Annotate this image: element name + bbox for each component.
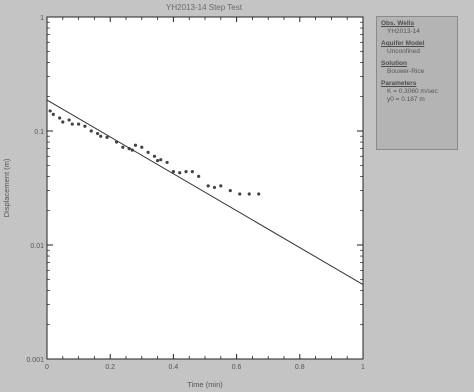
legend-line: Bouwer-Rice bbox=[387, 68, 425, 75]
legend-box: Obs. Wells YH2013-14 Aquifer Model Unconfin… bbox=[376, 16, 458, 150]
data-point bbox=[219, 184, 223, 188]
x-tick-label: 1 bbox=[361, 364, 365, 371]
x-tick-label: 0 bbox=[45, 364, 49, 371]
data-point bbox=[197, 174, 201, 178]
data-point bbox=[61, 120, 65, 124]
y-tick-label: 0.001 bbox=[26, 357, 44, 364]
data-point bbox=[165, 160, 169, 165]
data-point bbox=[171, 170, 175, 174]
legend-spacer bbox=[381, 104, 453, 108]
legend-heading: Solution bbox=[381, 60, 407, 67]
data-point bbox=[51, 112, 55, 116]
data-point bbox=[70, 122, 74, 126]
y-tick-label: 0.01 bbox=[30, 243, 44, 250]
x-axis-label: Time (min) bbox=[187, 380, 223, 389]
data-point bbox=[77, 122, 81, 126]
data-point bbox=[228, 189, 232, 193]
data-point bbox=[247, 192, 251, 196]
legend-heading: Parameters bbox=[381, 80, 417, 87]
x-tick-label: 0.2 bbox=[105, 364, 115, 371]
data-point bbox=[146, 150, 150, 154]
fit-line bbox=[46, 99, 364, 285]
data-point bbox=[83, 124, 87, 128]
data-point bbox=[206, 184, 210, 188]
data-point bbox=[152, 154, 157, 158]
x-tick-label: 0.6 bbox=[232, 364, 242, 371]
data-point bbox=[140, 145, 144, 149]
data-point bbox=[89, 129, 93, 133]
x-tick-label: 0.8 bbox=[295, 364, 305, 371]
data-point bbox=[257, 192, 261, 196]
y-tick-label: 0.1 bbox=[34, 129, 44, 136]
chart-title: YH2013-14 Step Test bbox=[166, 3, 242, 12]
y-axis-label: Displacement (m) bbox=[2, 158, 11, 217]
data-point bbox=[67, 118, 71, 122]
data-point bbox=[159, 158, 163, 162]
data-point bbox=[95, 131, 100, 136]
data-point bbox=[48, 109, 52, 113]
data-point bbox=[58, 116, 62, 120]
y-tick-label: 1 bbox=[40, 15, 44, 22]
legend-heading: Obs. Wells bbox=[381, 20, 415, 27]
axis-ticks: 0 0.2 0.4 0.6 0.8 1 0.001 0.01 0.1 1 bbox=[26, 15, 365, 371]
legend-line: YH2013-14 bbox=[387, 28, 420, 35]
data-point bbox=[133, 143, 138, 147]
data-point bbox=[178, 171, 182, 175]
data-point bbox=[184, 170, 188, 174]
legend-line: Unconfined bbox=[387, 48, 420, 55]
legend-line: K = 0.3060 m/sec bbox=[387, 88, 438, 95]
plot-area bbox=[46, 16, 364, 360]
data-point bbox=[190, 170, 194, 174]
legend-heading: Aquifer Model bbox=[381, 40, 425, 47]
data-point bbox=[212, 185, 217, 190]
data-point bbox=[121, 145, 125, 149]
x-tick-label: 0.4 bbox=[169, 364, 179, 371]
data-marks bbox=[46, 99, 364, 285]
data-point bbox=[156, 158, 160, 163]
legend-line: y0 = 0.187 m bbox=[387, 96, 425, 103]
data-point bbox=[105, 135, 109, 139]
data-point bbox=[238, 192, 242, 196]
data-point bbox=[99, 134, 103, 138]
